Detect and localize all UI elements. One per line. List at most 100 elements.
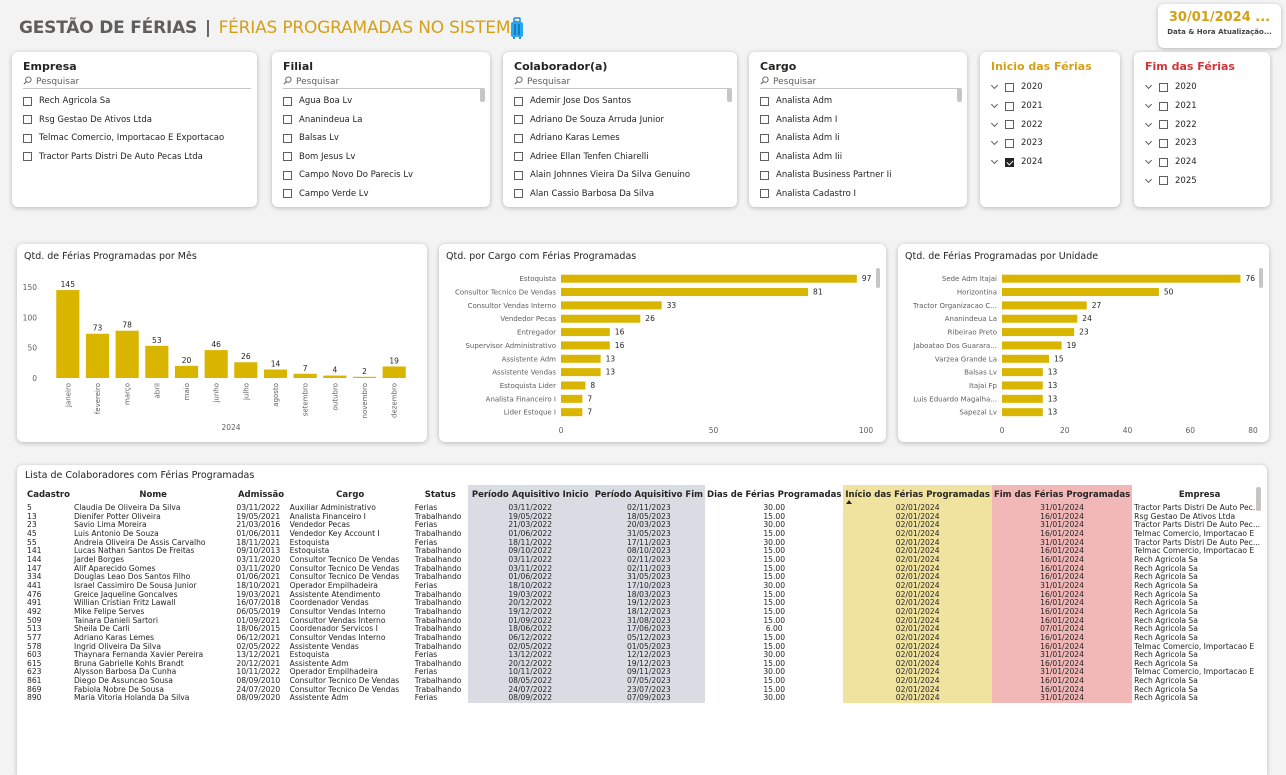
table-row[interactable]: 45 Luis Antonio De Souza 01/06/2011 Vendedo… — [25, 529, 1267, 539]
bar[interactable] — [85, 333, 110, 378]
slicer-item[interactable]: Analista Adm Iii — [760, 148, 957, 167]
bar[interactable] — [561, 354, 601, 363]
table-row[interactable]: 141 Lucas Nathan Santos De Freitas 09/10/2… — [25, 547, 1267, 556]
search-input[interactable]: Pesquisar — [514, 76, 731, 89]
checkbox[interactable] — [1005, 157, 1014, 167]
bar[interactable] — [561, 288, 809, 297]
checkbox[interactable] — [514, 115, 523, 125]
checkbox[interactable] — [23, 96, 32, 106]
chevron-down-icon[interactable] — [990, 82, 999, 90]
checkbox[interactable] — [1159, 176, 1168, 186]
chevron-down-icon[interactable] — [990, 119, 999, 127]
bar[interactable] — [323, 375, 347, 378]
year-item[interactable]: 2024 — [990, 153, 1043, 172]
slicer-item[interactable]: Bom Jesus Lv — [283, 148, 480, 167]
slicer-item[interactable]: Campo Novo Do Parecis Lv — [283, 166, 480, 185]
slicer-item[interactable]: Analista Adm — [760, 92, 957, 111]
checkbox[interactable] — [760, 115, 769, 125]
slicer-item[interactable]: Telmac Comercio, Importacao E Exportacao — [23, 129, 247, 148]
search-input[interactable]: Pesquisar — [760, 76, 961, 89]
chevron-down-icon[interactable] — [1144, 82, 1153, 90]
column-header[interactable]: Status — [413, 485, 468, 504]
table-row[interactable]: 578 Ingrid Oliveira Da Silva 02/05/2022 Ass… — [25, 642, 1267, 652]
checkbox[interactable] — [760, 189, 769, 199]
slicer-item[interactable]: Alan Cassio Barbosa Da Silva — [514, 185, 727, 204]
table-row[interactable]: 5 Claudia De Oliveira Da Silva 03/11/2022 A… — [25, 504, 1267, 513]
bar[interactable] — [1002, 274, 1241, 283]
bar[interactable] — [561, 408, 583, 417]
table-row[interactable]: 55 Andreia Oliveira De Assis Carvalho 18/1… — [25, 538, 1267, 548]
table-row[interactable]: 441 Israel Cassimiro De Sousa Junior 18/10… — [25, 581, 1267, 591]
checkbox[interactable] — [760, 170, 769, 180]
bar[interactable] — [234, 362, 258, 378]
sort-ascending-icon[interactable] — [846, 500, 853, 504]
bar[interactable] — [561, 301, 662, 310]
bar[interactable] — [561, 341, 610, 350]
bar[interactable] — [1002, 381, 1043, 390]
bar[interactable] — [561, 394, 583, 403]
bar[interactable] — [1002, 354, 1050, 363]
checkbox[interactable] — [1159, 101, 1168, 111]
chevron-down-icon[interactable] — [990, 157, 999, 165]
bar[interactable] — [1002, 301, 1087, 310]
column-header[interactable]: Período Aquisitivo Inicio — [467, 485, 593, 504]
scrollbar[interactable] — [1259, 268, 1263, 288]
checkbox[interactable] — [1005, 82, 1014, 92]
checkbox[interactable] — [283, 96, 292, 106]
bar[interactable] — [56, 290, 80, 378]
scrollbar[interactable] — [480, 88, 485, 102]
column-header[interactable]: Início das Férias Programadas — [843, 485, 992, 504]
scrollbar[interactable] — [876, 268, 880, 288]
checkbox[interactable] — [1005, 138, 1014, 148]
table-row[interactable]: 615 Bruna Gabrielle Kohls Brandt 20/12/202… — [25, 659, 1267, 669]
year-item[interactable]: 2021 — [990, 97, 1043, 116]
checkbox[interactable] — [760, 133, 769, 143]
search-input[interactable]: Pesquisar — [283, 76, 484, 89]
checkbox[interactable] — [23, 115, 32, 125]
table-row[interactable]: 334 Douglas Leao Dos Santos Filho 01/06/20… — [25, 573, 1267, 582]
column-header[interactable]: Período Aquisitivo Fim — [592, 485, 706, 504]
bar[interactable] — [352, 376, 377, 378]
chevron-down-icon[interactable] — [1144, 175, 1153, 183]
year-item[interactable]: 2021 — [1144, 97, 1197, 116]
slicer-item[interactable]: Agua Boa Lv — [283, 92, 480, 111]
column-header[interactable]: Cargo — [288, 485, 413, 504]
checkbox[interactable] — [1159, 138, 1168, 148]
checkbox[interactable] — [1159, 157, 1168, 167]
slicer-item[interactable]: Analista Business Partner Ii — [760, 166, 957, 185]
bar[interactable] — [1002, 314, 1078, 323]
year-item[interactable]: 2022 — [1144, 115, 1197, 134]
bar[interactable] — [561, 381, 586, 390]
table-row[interactable]: 23 Savio Lima Moreira 21/03/2016 Vendedor P… — [25, 521, 1267, 530]
checkbox[interactable] — [283, 115, 292, 125]
checkbox[interactable] — [283, 189, 292, 199]
bar[interactable] — [1002, 288, 1159, 297]
table-row[interactable]: 623 Alysson Barbosa Da Cunha 10/11/2022 Ope… — [25, 668, 1267, 678]
checkbox[interactable] — [760, 152, 769, 162]
slicer-item[interactable]: Campo Verde Lv — [283, 185, 480, 204]
slicer-item[interactable]: Ananindeua La — [283, 111, 480, 130]
scrollbar[interactable] — [957, 88, 962, 102]
table-row[interactable]: 513 Sheila De Carli 18/06/2015 Coordenador … — [25, 625, 1267, 634]
slicer-item[interactable]: Adriano Karas Lemes — [514, 129, 727, 148]
checkbox[interactable] — [283, 133, 292, 143]
chevron-down-icon[interactable] — [990, 100, 999, 109]
year-item[interactable]: 2020 — [1144, 78, 1197, 97]
slicer-item[interactable]: Analista Adm Ii — [760, 129, 957, 148]
slicer-item[interactable]: Ademir Jose Dos Santos — [514, 92, 727, 111]
checkbox[interactable] — [514, 133, 523, 143]
table-row[interactable]: 13 Dienifer Potter Oliveira 19/05/2021 Anal… — [25, 512, 1267, 522]
bar[interactable] — [561, 368, 601, 377]
bar[interactable] — [561, 274, 857, 283]
checkbox[interactable] — [23, 133, 32, 143]
column-header[interactable]: Cadastro — [25, 485, 72, 504]
chevron-down-icon[interactable] — [1144, 119, 1153, 127]
year-item[interactable]: 2023 — [1144, 134, 1197, 153]
checkbox[interactable] — [283, 170, 292, 180]
column-header[interactable]: Nome — [72, 485, 234, 504]
table-row[interactable]: 147 Alif Aparecido Gomes 03/11/2020 Consult… — [25, 564, 1267, 574]
column-header[interactable]: Admissão — [234, 485, 287, 504]
table-row[interactable]: 476 Greice Jaqueline Goncalves 19/03/2021 A… — [25, 590, 1267, 600]
checkbox[interactable] — [1159, 82, 1168, 92]
slicer-item[interactable]: Adriee Ellan Tenfen Chiarelli — [514, 148, 727, 167]
